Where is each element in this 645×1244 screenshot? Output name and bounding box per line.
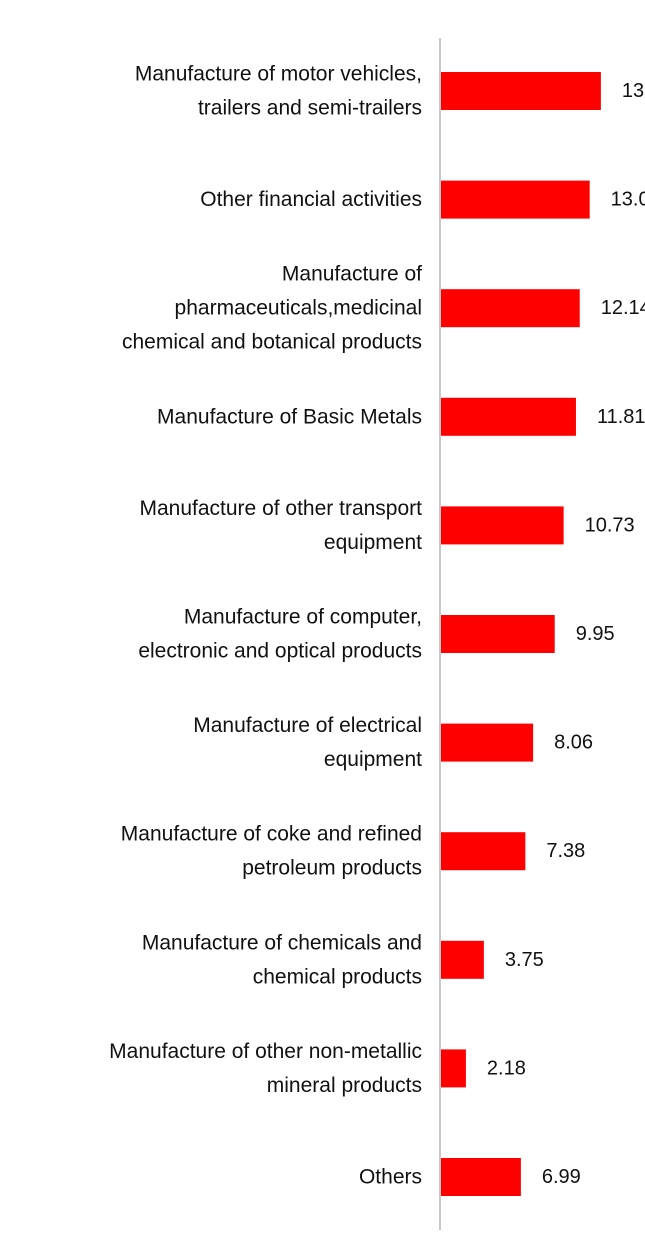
value-label: 12.14: [601, 297, 645, 319]
bar: [441, 940, 484, 979]
category-label: pharmaceuticals,medicinal: [175, 297, 422, 320]
category-label: equipment: [324, 748, 422, 771]
value-label: 7.38: [546, 840, 585, 862]
bar: [441, 615, 555, 653]
category-label: Manufacture of other transport: [140, 497, 423, 520]
category-label: Other financial activities: [200, 188, 422, 211]
category-label: Manufacture of other non-metallic: [109, 1040, 422, 1063]
value-label: 6.99: [542, 1166, 581, 1188]
value-label: 9.95: [576, 623, 615, 645]
category-label: Manufacture of Basic Metals: [157, 405, 422, 428]
value-label: 3.75: [505, 949, 544, 971]
value-label: 13.01: [611, 189, 645, 211]
value-label: 8.06: [554, 732, 593, 754]
category-label: Manufacture of motor vehicles,: [135, 63, 422, 86]
value-label: 10.73: [585, 514, 635, 536]
bar: [441, 1158, 521, 1196]
category-label: electronic and optical products: [138, 640, 422, 663]
bar: [441, 1049, 466, 1088]
bars-layer: [441, 72, 601, 1196]
value-label: 13.99: [622, 80, 645, 102]
bar: [441, 180, 590, 219]
value-label: 2.18: [487, 1057, 526, 1079]
category-label: mineral products: [267, 1074, 422, 1097]
bar: [441, 506, 564, 545]
category-label: Manufacture of chemicals and: [142, 931, 422, 954]
category-label: Manufacture of: [282, 263, 422, 286]
bar: [441, 397, 576, 436]
bar: [441, 289, 580, 328]
category-label: Others: [359, 1166, 422, 1189]
value-labels-layer: 13.99 13.01 12.14 11.81 10.73 9.95 8.06 7.38 3.7…: [487, 80, 645, 1188]
category-label: chemical products: [253, 965, 422, 988]
bar: [441, 723, 534, 762]
category-label: trailers and semi-trailers: [198, 97, 422, 120]
category-label: Manufacture of electrical: [193, 714, 422, 737]
bar: [441, 832, 526, 871]
category-labels-layer: Manufacture of motor vehicles, trailers a…: [109, 63, 422, 1189]
value-label: 11.81: [597, 406, 645, 428]
category-label: chemical and botanical products: [122, 331, 422, 354]
category-label: Manufacture of coke and refined: [121, 823, 422, 846]
category-label: petroleum products: [242, 857, 422, 880]
category-label: Manufacture of computer,: [184, 606, 422, 629]
category-label: equipment: [324, 531, 422, 554]
bar: [441, 72, 601, 110]
